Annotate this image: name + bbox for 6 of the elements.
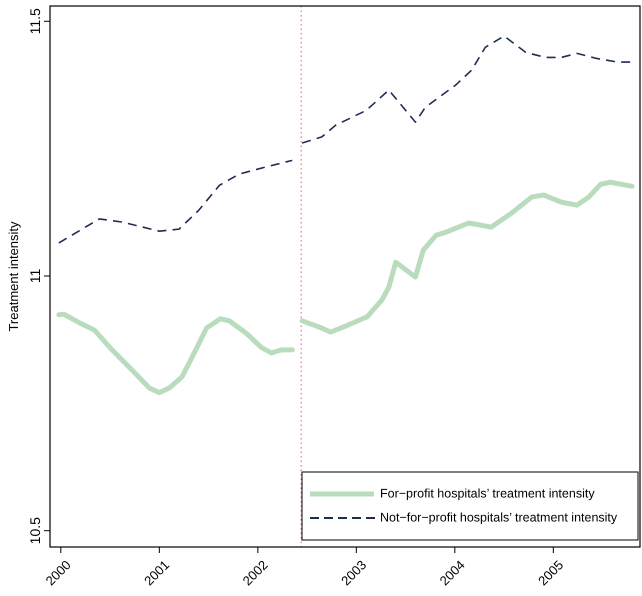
- y-tick-label: 10.5: [27, 516, 43, 544]
- legend-label: Not−for−profit hospitals’ treatment intensity: [380, 510, 618, 524]
- y-axis-title: Treatment intensity: [6, 220, 21, 332]
- legend-label: For−profit hospitals’ treatment intensity: [380, 486, 596, 500]
- y-tick-label: 11: [27, 268, 43, 284]
- y-tick-label: 11.5: [27, 8, 43, 34]
